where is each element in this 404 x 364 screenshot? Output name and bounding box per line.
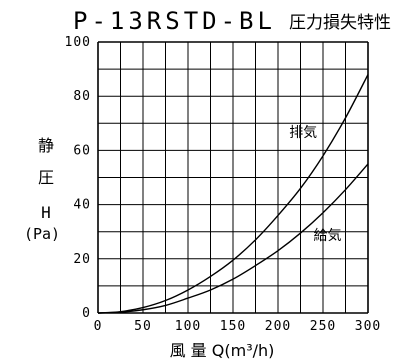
supply-label: 給気 (314, 228, 342, 244)
x-tick-label: 200 (265, 319, 291, 334)
x-axis-label: 風 量 Q(m³/h) (170, 341, 275, 360)
y-tick-label: 20 (73, 252, 91, 267)
y-tick-label: 0 (82, 306, 91, 321)
y-axis-label-1: 静 (38, 136, 54, 155)
grid (97, 41, 369, 314)
y-tick-label: 80 (73, 89, 91, 104)
tick-labels: 0 50 100 150 200 250 300 0 20 40 60 80 100 (65, 35, 381, 334)
y-axis-label-4: (Pa) (24, 225, 60, 243)
exhaust-label: 排気 (289, 125, 317, 141)
x-tick-label: 0 (94, 319, 103, 334)
x-tick-label: 300 (355, 319, 381, 334)
supply-curve (97, 163, 369, 314)
x-tick-label: 100 (175, 319, 201, 334)
x-tick-label: 150 (220, 319, 246, 334)
y-tick-label: 100 (65, 35, 91, 50)
x-tick-label: 50 (134, 319, 152, 334)
y-tick-label: 40 (73, 198, 91, 213)
y-axis-label-2: 圧 (38, 168, 54, 187)
y-axis-label-3: H (41, 203, 51, 222)
y-tick-label: 60 (73, 143, 91, 158)
chart-title: P-13RSTD-BL (73, 7, 276, 35)
chart-subtitle: 圧力損失特性 (289, 13, 391, 33)
exhaust-curve (97, 74, 369, 314)
curves (97, 74, 369, 314)
x-tick-label: 250 (310, 319, 336, 334)
